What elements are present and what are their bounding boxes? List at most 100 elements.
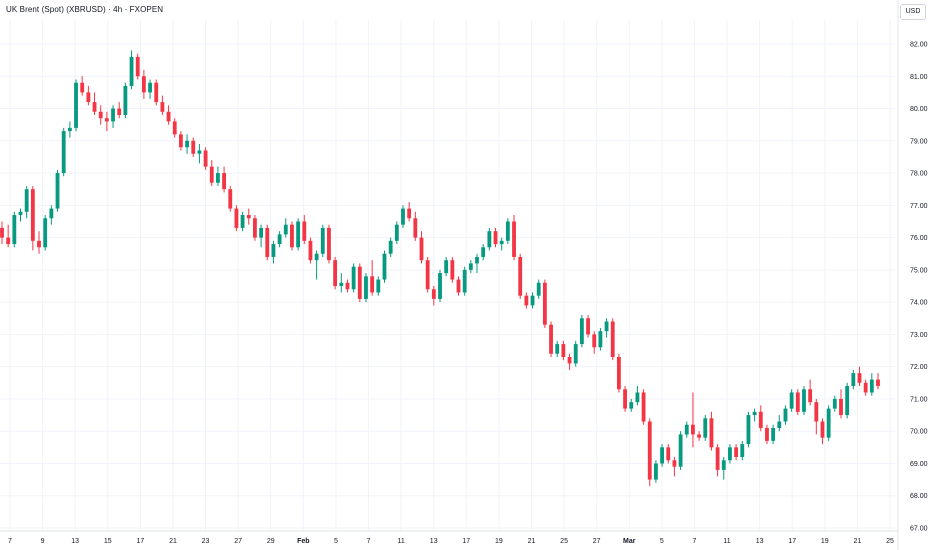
candle — [67, 121, 72, 138]
price-tick-label: 72.00 — [910, 364, 928, 371]
candle — [265, 224, 270, 261]
time-tick-label: 29 — [267, 538, 275, 545]
price-tick-label: 69.00 — [910, 461, 928, 468]
candle — [579, 315, 584, 348]
candle — [413, 211, 418, 241]
candle — [746, 411, 751, 448]
candle — [851, 369, 856, 390]
candle — [228, 185, 233, 212]
candle — [129, 50, 134, 90]
candle — [141, 69, 146, 99]
candle — [481, 244, 486, 261]
candle — [209, 160, 214, 186]
candle — [647, 418, 652, 487]
price-tick-label: 71.00 — [910, 396, 928, 403]
candle — [789, 389, 794, 412]
candle — [518, 253, 523, 299]
candle — [598, 327, 603, 351]
candle — [845, 382, 850, 419]
candle — [839, 389, 843, 419]
candle — [320, 224, 325, 257]
time-tick-label: 7 — [367, 538, 371, 545]
price-tick-label: 73.00 — [910, 332, 928, 339]
time-tick-label: 13 — [71, 538, 79, 545]
candle — [734, 444, 739, 461]
candle — [499, 237, 504, 251]
time-tick-label: 7 — [8, 538, 12, 545]
candle — [74, 79, 78, 132]
time-axis[interactable]: 7 9 13 15 17 21 23 27 29 Feb 5 7 11 13 17 19 21 25 27 Mar 5 7… — [0, 530, 898, 545]
candle — [438, 269, 442, 303]
candle — [345, 279, 350, 293]
candle — [135, 53, 140, 80]
candle — [536, 279, 541, 299]
time-tick-label: 11 — [397, 538, 404, 545]
candle — [487, 227, 492, 251]
candle — [703, 415, 708, 441]
candle — [154, 79, 159, 106]
candle — [697, 431, 702, 441]
candle — [43, 215, 48, 251]
candle — [721, 457, 726, 480]
price-tick-label: 78.00 — [910, 171, 928, 178]
price-tick-label: 74.00 — [910, 300, 928, 307]
price-tick-label: 82.00 — [910, 42, 928, 49]
candle — [678, 431, 683, 470]
time-tick-label: 25 — [560, 538, 568, 545]
candle — [715, 444, 720, 477]
candle — [654, 460, 658, 483]
candle — [666, 444, 671, 464]
price-tick-label: 75.00 — [910, 267, 928, 274]
candle — [166, 105, 171, 125]
candle — [314, 250, 319, 280]
candle — [425, 256, 430, 293]
candle — [450, 256, 455, 283]
candle — [327, 224, 331, 264]
candle — [339, 273, 344, 293]
candle — [376, 276, 381, 296]
candle — [382, 250, 387, 283]
candle — [253, 215, 257, 241]
candle — [160, 95, 165, 115]
candle — [863, 379, 868, 396]
candle — [814, 398, 819, 435]
candle — [333, 256, 338, 290]
chart-grid — [0, 20, 895, 530]
time-tick-label: Mar — [623, 538, 636, 545]
candle — [191, 137, 196, 157]
time-tick-label: 19 — [821, 538, 829, 545]
candle — [0, 221, 4, 245]
candle — [826, 405, 831, 441]
candle — [573, 340, 578, 367]
price-tick-label: 76.00 — [910, 235, 928, 242]
candle — [468, 260, 473, 274]
candle — [111, 105, 115, 128]
candle — [549, 321, 553, 357]
time-tick-label: 21 — [854, 538, 862, 545]
candle — [869, 373, 874, 396]
candle — [641, 389, 646, 425]
candle — [388, 237, 393, 257]
candle — [419, 231, 424, 264]
price-tick-label: 70.00 — [910, 429, 928, 436]
candle — [431, 286, 436, 306]
candle — [271, 240, 276, 264]
candle — [444, 256, 449, 277]
currency-button[interactable]: USD — [900, 4, 926, 20]
candle — [456, 276, 461, 296]
time-tick-label: 27 — [593, 538, 601, 545]
time-tick-label: 21 — [169, 538, 177, 545]
candle — [12, 211, 17, 248]
price-axis[interactable]: 67.00 68.00 69.00 70.00 71.00 72.00 73.00 74.00… — [897, 0, 928, 550]
candle — [98, 105, 103, 125]
candle — [246, 208, 251, 225]
candle — [561, 340, 566, 361]
candle — [752, 408, 757, 422]
price-tick-label: 77.00 — [910, 203, 928, 210]
candle — [709, 411, 714, 451]
time-tick-label: 21 — [528, 538, 536, 545]
candle — [635, 386, 640, 406]
candle — [857, 366, 862, 387]
time-tick-label: 11 — [723, 538, 730, 545]
